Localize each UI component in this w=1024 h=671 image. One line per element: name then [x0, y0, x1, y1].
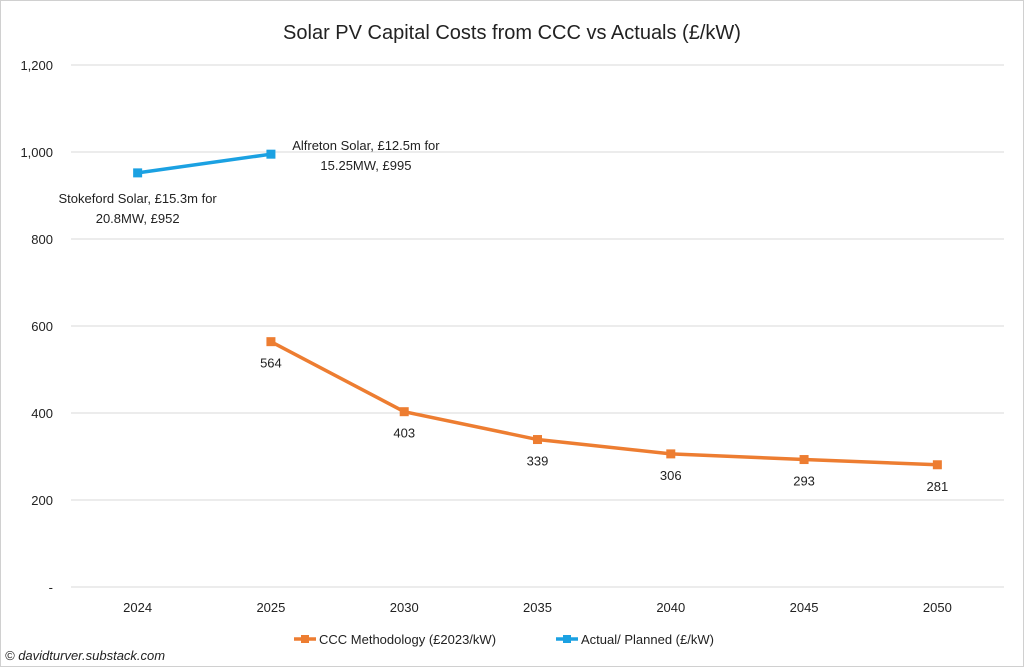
x-tick-label: 2025 [256, 600, 285, 615]
chart-title: Solar PV Capital Costs from CCC vs Actua… [283, 22, 741, 44]
y-tick-label: - [49, 580, 53, 595]
data-label: 564 [260, 356, 282, 371]
data-label: 15.25MW, £995 [320, 158, 411, 173]
y-tick-label: 400 [31, 406, 53, 421]
copyright-credit: © davidturver.substack.com [5, 648, 166, 663]
y-tick-label: 200 [31, 493, 53, 508]
legend-marker [301, 635, 309, 643]
x-tick-label: 2035 [523, 600, 552, 615]
data-point-marker [799, 455, 809, 465]
data-point-marker [266, 149, 276, 159]
data-point-marker [399, 407, 409, 417]
data-label: 281 [927, 479, 949, 494]
x-tick-label: 2030 [390, 600, 419, 615]
data-point-marker [133, 168, 143, 178]
legend-label: Actual/ Planned (£/kW) [581, 632, 714, 647]
legend-marker [563, 635, 571, 643]
series-line [270, 340, 938, 467]
data-point-marker [666, 449, 676, 459]
data-label: Alfreton Solar, £12.5m for [292, 138, 440, 153]
x-tick-label: 2050 [923, 600, 952, 615]
y-tick-label: 600 [31, 319, 53, 334]
x-tick-label: 2040 [656, 600, 685, 615]
y-tick-label: 1,200 [20, 58, 53, 73]
data-label: 293 [793, 474, 815, 489]
x-tick-label: 2045 [790, 600, 819, 615]
data-point-marker [266, 337, 276, 347]
x-tick-label: 2024 [123, 600, 152, 615]
data-label: 339 [527, 454, 549, 469]
y-tick-label: 800 [31, 232, 53, 247]
data-point-marker [533, 435, 542, 445]
series-line [137, 152, 272, 175]
data-label: 403 [393, 426, 415, 441]
legend-label: CCC Methodology (£2023/kW) [319, 632, 496, 647]
y-tick-label: 1,000 [20, 145, 53, 160]
data-label: Stokeford Solar, £15.3m for [59, 191, 218, 206]
data-label: 20.8MW, £952 [96, 211, 180, 226]
data-point-marker [932, 460, 942, 470]
data-label: 306 [660, 468, 682, 483]
